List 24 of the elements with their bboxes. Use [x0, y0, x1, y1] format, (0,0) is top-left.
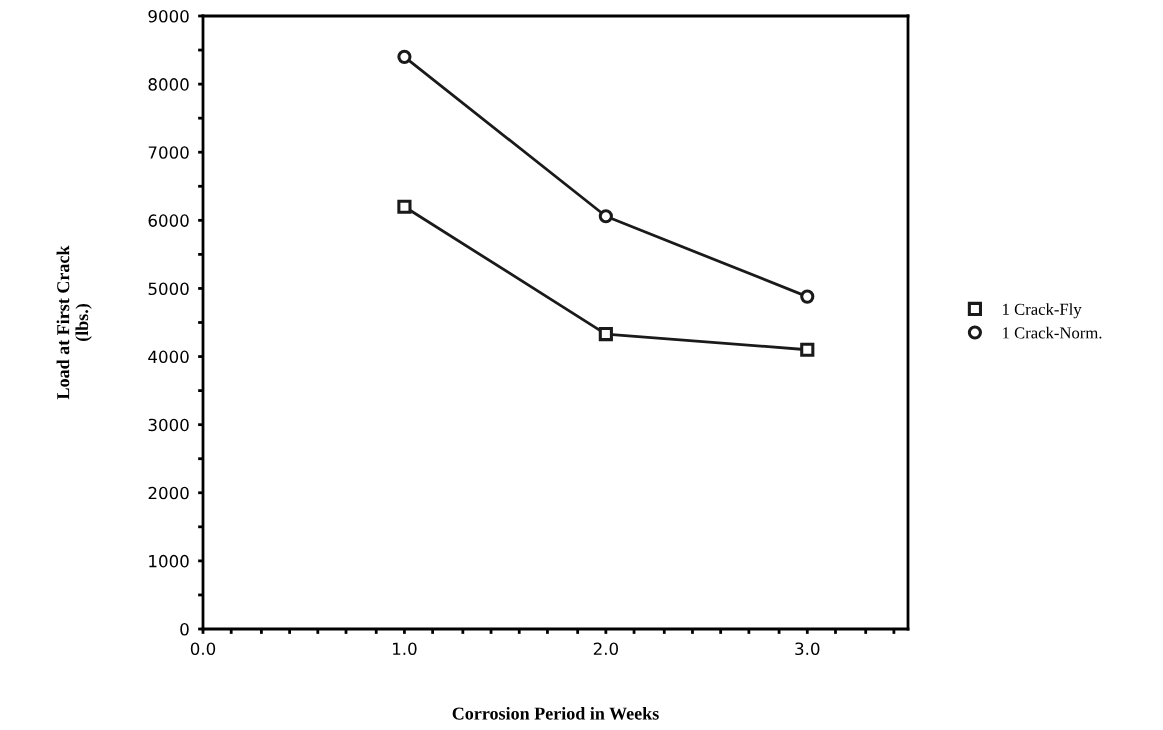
x-tick-label: 1.0: [393, 642, 417, 656]
y-tick-label: 2000: [148, 486, 189, 500]
x-tick-label: 3.0: [795, 642, 820, 656]
point: [598, 326, 613, 342]
point: [397, 49, 412, 64]
x-axis-title: Corrosion Period in Weeks: [452, 706, 659, 720]
y-tick-label: 1000: [149, 554, 189, 568]
legend-label: 1 Crack-Norm.: [1003, 326, 1102, 339]
y-tick-label: 0: [180, 622, 189, 636]
y-tick-label: 8000: [148, 78, 189, 91]
y-tick-label: 6000: [148, 214, 189, 227]
point: [397, 199, 412, 214]
y-tick-label: 4000: [148, 350, 189, 364]
y-tick-label: 3000: [148, 418, 189, 432]
legend-label: 1 Crack-Fly: [1003, 303, 1082, 319]
y-tick-label: 7000: [148, 146, 189, 159]
point: [598, 209, 613, 224]
y-axis-title: Load at First Crack (lbs.): [56, 245, 92, 400]
y-tick-label: 9000: [148, 9, 189, 23]
point: [800, 342, 815, 357]
x-tick-label: 0.0: [190, 642, 216, 656]
y-tick-label: 5000: [148, 282, 189, 296]
point: [800, 289, 815, 304]
x-tick-label: 2.0: [593, 642, 618, 656]
